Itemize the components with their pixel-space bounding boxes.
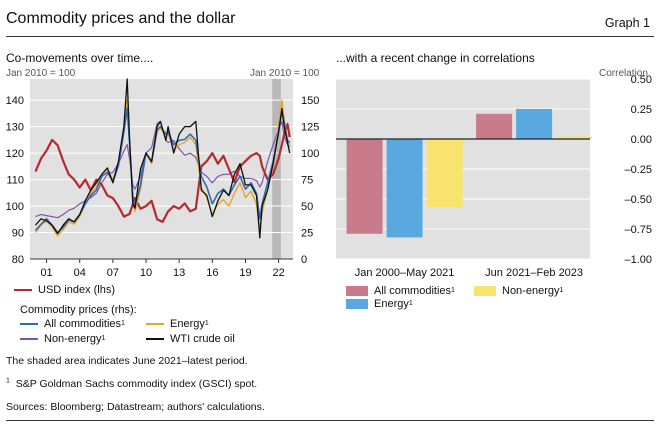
legend-all-label: All commodities [44, 318, 122, 330]
legend-bar-energy: Energy 1 [346, 298, 413, 310]
legend-all: All commodities 1 [20, 318, 125, 330]
bar-y-tick-label: 0.50 [631, 74, 652, 86]
footnote: 1 S&P Goldman Sachs commodity index (GSC… [6, 377, 258, 391]
shaded-note: The shaded area indicates June 2021–late… [6, 355, 248, 367]
bottom-rule [6, 420, 654, 421]
legend-bar-all-label: All commodities [374, 285, 452, 297]
bar-bar_energy [516, 109, 553, 139]
legend-heading-label: Commodity prices (rhs): [20, 304, 137, 316]
bar-y-tick-label: –1.00 [624, 254, 652, 266]
legend-wti-label: WTI crude oil [170, 333, 235, 345]
bar-y-tick-label: –0.25 [624, 164, 652, 176]
y-left-tick-label: 140 [6, 95, 24, 107]
graph-label: Graph 1 [604, 16, 650, 30]
legend-bar-nonenergy: Non-energy 1 [474, 285, 563, 297]
legend-bar-nonenergy-swatch [474, 286, 496, 296]
bar-y-tick-label: –0.75 [624, 224, 652, 236]
legend-bar-all: All commodities 1 [346, 285, 455, 297]
y-right-tick-label: 75 [301, 175, 313, 187]
legend-nonenergy-label: Non-energy [44, 333, 102, 345]
x-tick-label: 07 [107, 267, 119, 279]
legend-all-swatch [20, 323, 38, 325]
right-subtitle: ...with a recent change in correlations [336, 51, 535, 65]
y-left-tick-label: 110 [6, 175, 24, 187]
bar-bar_energy [386, 139, 423, 238]
y-right-tick-label: 50 [301, 201, 313, 213]
bar-bar_nonenergy [426, 139, 463, 208]
x-tick-label: 22 [273, 267, 285, 279]
legend-heading: Commodity prices (rhs): [20, 304, 137, 316]
legend-energy: Energy 1 [146, 318, 209, 330]
shaded-period [272, 79, 281, 259]
x-tick-label: 10 [140, 267, 152, 279]
y-right-tick-label: 0 [301, 254, 307, 266]
y-left-tick-label: 130 [6, 122, 24, 134]
x-tick-label: 13 [173, 267, 185, 279]
bar-category-label: Jan 2000–May 2021 [355, 267, 455, 279]
y-right-tick-label: 25 [301, 228, 313, 240]
x-tick-label: 16 [206, 267, 218, 279]
x-tick-label: 01 [40, 267, 52, 279]
series-line-wti [35, 78, 291, 239]
line-plot-area [30, 79, 293, 259]
legend-usd-label: USD index (lhs) [38, 284, 116, 296]
series-line-usd [34, 122, 291, 223]
footnote-text: S&P Goldman Sachs commodity index (GSCI)… [15, 378, 258, 390]
x-tick-label: 04 [74, 267, 86, 279]
bar-bar_all [476, 113, 513, 139]
legend-usd-swatch [14, 289, 32, 291]
legend-usd: USD index (lhs) [14, 284, 115, 296]
legend-bar-energy-label: Energy [374, 298, 409, 310]
y-left-tick-label: 80 [12, 254, 24, 266]
legend-wti: WTI crude oil [146, 333, 235, 345]
page-title: Commodity prices and the dollar [6, 10, 236, 27]
footnote-number: 1 [6, 377, 10, 385]
right-axis-unit: Jan 2010 = 100 [250, 68, 320, 79]
bar-y-tick-label: 0.25 [631, 104, 652, 116]
x-tick-label: 19 [239, 267, 251, 279]
y-left-tick-label: 120 [6, 148, 24, 160]
bar-bar_nonenergy [556, 136, 593, 139]
sources-note: Sources: Bloomberg; Datastream; authors'… [6, 401, 265, 413]
legend-bar-nonenergy-label: Non-energy [502, 285, 560, 297]
y-right-tick-label: 125 [301, 122, 319, 134]
correlation-unit: Correlation [599, 68, 648, 79]
left-subtitle: Co-movements over time.... [6, 51, 154, 65]
title-rule [6, 36, 654, 37]
y-right-tick-label: 150 [301, 95, 319, 107]
left-axis-unit: Jan 2010 = 100 [6, 68, 76, 79]
y-left-tick-label: 90 [12, 228, 24, 240]
legend-wti-swatch [146, 338, 164, 340]
bar-category-label: Jun 2021–Feb 2023 [485, 267, 583, 279]
legend-bar-all-swatch [346, 286, 368, 296]
legend-bar-energy-swatch [346, 299, 368, 309]
y-left-tick-label: 100 [6, 201, 24, 213]
legend-nonenergy: Non-energy 1 [20, 333, 105, 345]
bar-y-tick-label: 0.00 [631, 134, 652, 146]
bar-bar_all [346, 139, 383, 234]
legend-nonenergy-swatch [20, 338, 38, 340]
y-right-tick-label: 100 [301, 148, 319, 160]
legend-energy-label: Energy [170, 318, 205, 330]
legend-energy-swatch [146, 323, 164, 325]
bar-y-tick-label: –0.50 [624, 194, 652, 206]
